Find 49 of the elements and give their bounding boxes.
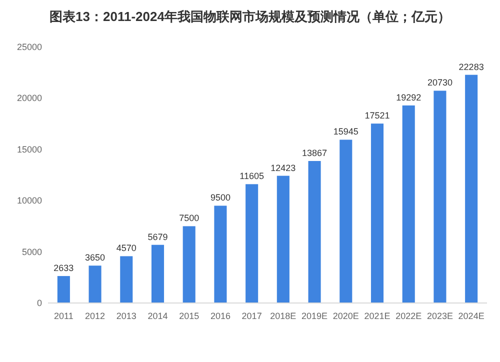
y-tick-label: 20000 (16, 93, 42, 104)
data-label: 3650 (85, 252, 106, 263)
data-label: 9500 (210, 192, 230, 203)
bar (276, 176, 290, 303)
y-tick-label: 0 (36, 298, 42, 308)
bar (434, 90, 446, 303)
y-tick-label: 5000 (22, 246, 42, 257)
x-tick-label: 2016 (210, 311, 230, 321)
bar (57, 276, 70, 303)
bar (370, 124, 384, 303)
x-tick-label: 2018E (270, 311, 296, 321)
x-tick-label: 2024E (458, 311, 484, 321)
data-label: 12423 (270, 162, 296, 173)
x-tick-label: 2012 (85, 311, 106, 321)
data-label: 5679 (148, 232, 168, 242)
x-tick-label: 2017 (242, 311, 262, 321)
data-label: 22283 (458, 62, 484, 72)
x-tick-label: 2011 (54, 311, 74, 321)
x-tick-label: 2022E (396, 311, 422, 321)
bar (308, 161, 321, 303)
data-label: 11605 (240, 171, 264, 182)
bar (465, 74, 478, 303)
data-label: 17521 (364, 110, 390, 121)
chart-title: 图表13：2011-2024年我国物联网市场规模及预测情况（单位；亿元） (50, 9, 450, 24)
x-tick-label: 2015 (179, 311, 200, 321)
x-tick-label: 2014 (148, 311, 168, 321)
x-tick-label: 2023E (426, 311, 453, 321)
data-label: 4570 (116, 243, 136, 254)
data-label: 20730 (427, 78, 452, 88)
bar (182, 226, 196, 303)
bar (151, 244, 164, 303)
bar (120, 256, 133, 303)
bar (402, 105, 415, 303)
x-tick-label: 2021E (364, 311, 390, 321)
data-label: 7500 (179, 213, 200, 224)
data-label: 2633 (54, 263, 74, 274)
bar (340, 140, 352, 303)
x-tick-label: 2013 (116, 311, 136, 321)
data-label: 13867 (302, 148, 328, 158)
data-label: 15945 (333, 126, 358, 137)
y-tick-label: 15000 (16, 144, 42, 154)
x-tick-label: 2020E (332, 311, 359, 321)
bar (88, 266, 102, 303)
y-tick-label: 10000 (16, 196, 42, 206)
bar (214, 206, 227, 303)
y-tick-label: 25000 (16, 42, 42, 52)
data-label: 19292 (396, 92, 422, 102)
bar (246, 184, 258, 303)
x-tick-label: 2019E (302, 311, 328, 321)
